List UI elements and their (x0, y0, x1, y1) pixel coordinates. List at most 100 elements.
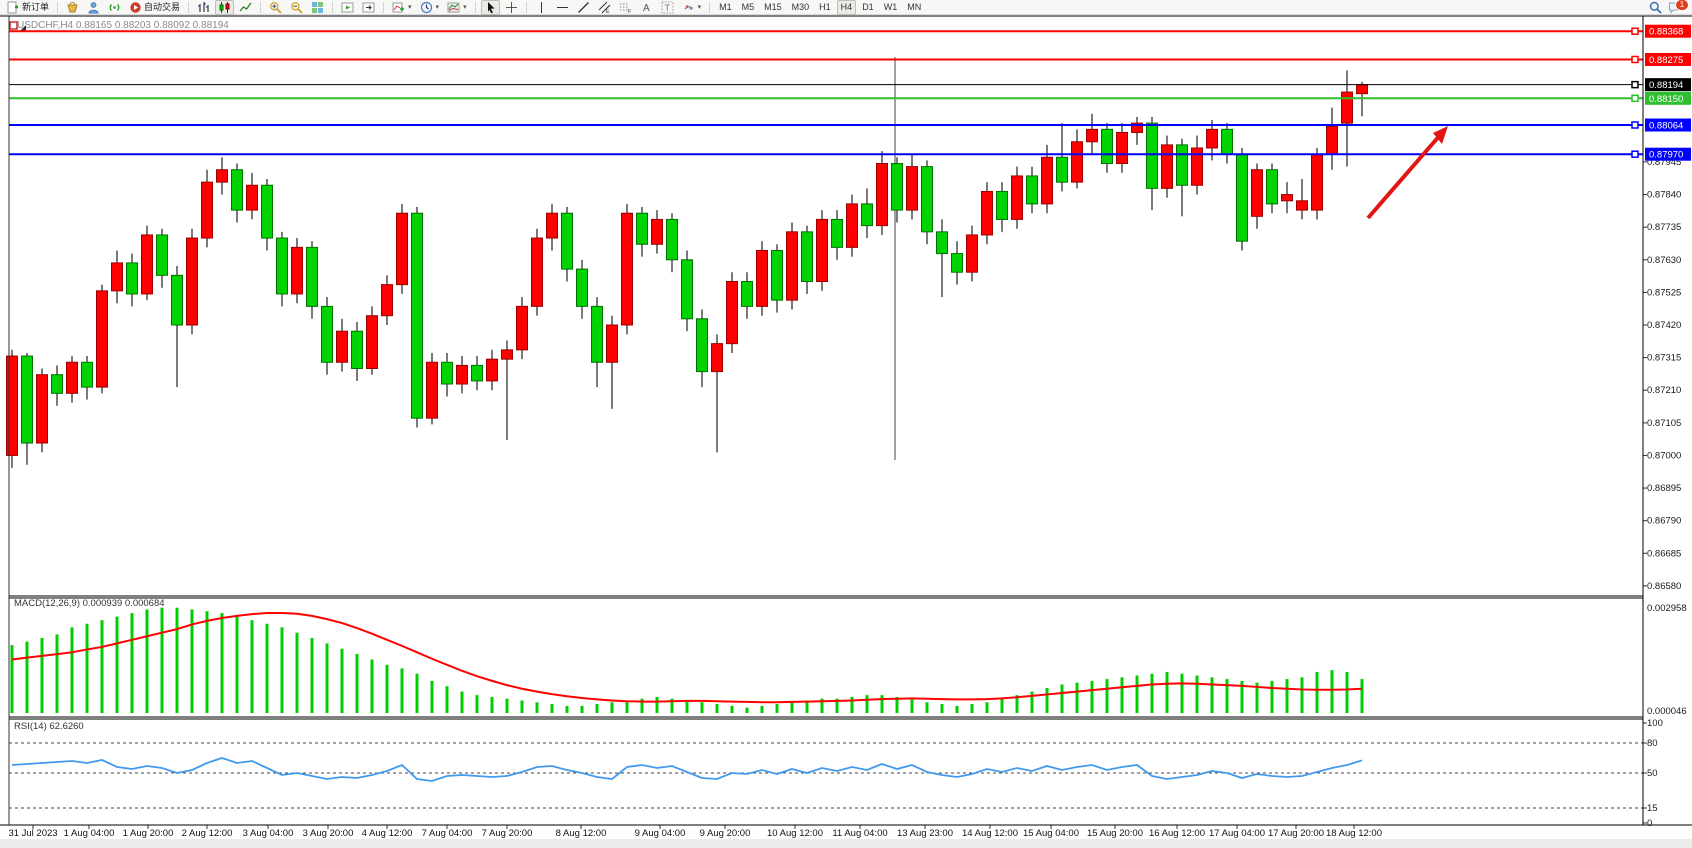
svg-text:100: 100 (1647, 718, 1663, 729)
svg-text:11 Aug 04:00: 11 Aug 04:00 (832, 828, 887, 839)
svg-text:16 Aug 12:00: 16 Aug 12:00 (1149, 828, 1205, 839)
bar-chart-mode-button[interactable] (194, 0, 213, 15)
svg-text:1 Aug 20:00: 1 Aug 20:00 (123, 828, 174, 839)
text-icon: A (643, 3, 650, 14)
signals-button[interactable] (105, 0, 124, 15)
svg-text:0.86895: 0.86895 (1647, 483, 1681, 494)
price-tag (1645, 118, 1691, 132)
equidistant-channel-tool-button[interactable]: E (595, 0, 614, 15)
price-tag (1645, 147, 1691, 161)
channel-icon: E (598, 1, 610, 14)
svg-text:0.87315: 0.87315 (1647, 353, 1681, 364)
dropdown-caret-icon: ▾ (463, 3, 467, 11)
rsi-pane: RSI(14) 62.6260 100 80 50 15 0 (9, 718, 1663, 829)
timeframe-d1-button[interactable]: D1 (862, 1, 874, 12)
svg-text:F: F (628, 9, 631, 14)
svg-text:9 Aug 20:00: 9 Aug 20:00 (700, 828, 751, 839)
text-label-tool-button[interactable]: T (658, 0, 677, 15)
timeframe-m15-button[interactable]: M15 (764, 1, 782, 12)
arrows-icon (684, 5, 693, 9)
toolbar-separator (525, 1, 527, 13)
arrows-tool-button[interactable]: ▾ (679, 0, 705, 15)
toolbar-separator (57, 1, 59, 13)
candlestick-mode-button[interactable] (215, 0, 235, 15)
auto-trading-icon (130, 1, 141, 13)
periods-button[interactable]: ▾ (417, 0, 443, 15)
price-axis: 0.87945 0.87840 0.87735 0.87630 0.87525 0.874… (1643, 24, 1691, 592)
line-chart-mode-button[interactable] (236, 0, 255, 15)
svg-text:T: T (664, 3, 670, 13)
zoom-out-button[interactable] (287, 0, 306, 15)
svg-text:13 Aug 23:00: 13 Aug 23:00 (897, 828, 953, 839)
svg-text:17 Aug 04:00: 17 Aug 04:00 (1209, 828, 1265, 839)
market-watch-button[interactable] (63, 0, 82, 15)
svg-text:15 Aug 20:00: 15 Aug 20:00 (1087, 828, 1143, 839)
text-label-icon: T (661, 1, 674, 13)
svg-text:0.87735: 0.87735 (1647, 222, 1681, 233)
auto-trading-label: 自动交易 (144, 1, 181, 12)
timeframe-m5-button[interactable]: M5 (741, 1, 755, 12)
profile-icon (88, 1, 99, 13)
indicators-button[interactable]: ▾ (389, 0, 415, 15)
timeframe-w1-button[interactable]: W1 (883, 1, 898, 12)
svg-text:0.87840: 0.87840 (1647, 190, 1681, 201)
timeframe-m1-button[interactable]: M1 (719, 1, 732, 12)
timeframe-mn-button[interactable]: MN (907, 1, 922, 12)
svg-text:0.86790: 0.86790 (1647, 516, 1681, 527)
zoom-out-icon (291, 1, 303, 14)
horizontal-line-icon (556, 6, 568, 8)
trendline-tool-button[interactable] (574, 0, 593, 15)
svg-text:0.87630: 0.87630 (1647, 255, 1681, 266)
text-tool-button[interactable]: A (637, 0, 656, 15)
chart-shift-button[interactable] (359, 0, 378, 15)
timeframe-h4-button[interactable]: H4 (836, 0, 857, 15)
svg-text:0.87000: 0.87000 (1647, 450, 1681, 461)
crosshair-tool-button[interactable] (502, 0, 521, 15)
svg-text:0.000046: 0.000046 (1647, 706, 1687, 717)
indicators-icon (392, 2, 405, 12)
profiles-button[interactable] (84, 0, 103, 15)
clock-icon (420, 1, 432, 13)
notifications-button[interactable]: 1 (1668, 0, 1689, 14)
svg-text:15: 15 (1647, 803, 1658, 814)
title-caret-icon (20, 25, 26, 31)
fibonacci-tool-button[interactable]: F (616, 0, 635, 15)
dropdown-caret-icon: ▾ (697, 3, 702, 11)
search-icon[interactable] (1649, 1, 1662, 14)
timeframe-h1-button[interactable]: H1 (819, 1, 831, 12)
cursor-icon (487, 1, 495, 13)
new-order-button[interactable]: 新订单 (4, 0, 52, 15)
dropdown-caret-icon: ▾ (435, 3, 440, 11)
svg-text:0.87945: 0.87945 (1647, 157, 1681, 168)
svg-text:2 Aug 12:00: 2 Aug 12:00 (182, 828, 233, 839)
vertical-line-icon (540, 1, 542, 13)
svg-text:0.87420: 0.87420 (1647, 320, 1681, 331)
fibonacci-icon: F (619, 3, 631, 14)
price-tag (1645, 78, 1691, 92)
svg-text:4 Aug 12:00: 4 Aug 12:00 (362, 828, 413, 839)
svg-text:3 Aug 04:00: 3 Aug 04:00 (243, 828, 294, 839)
new-order-label: 新订单 (22, 1, 50, 12)
svg-text:10 Aug 12:00: 10 Aug 12:00 (767, 828, 823, 839)
auto-trading-button[interactable]: 自动交易 (126, 0, 183, 15)
new-order-icon (7, 1, 18, 13)
tile-windows-button[interactable] (308, 0, 327, 15)
main-toolbar: 新订单 自动交易 (0, 0, 1692, 15)
timeframe-m30-button[interactable]: M30 (791, 1, 810, 12)
templates-button[interactable]: ▾ (444, 0, 470, 15)
symbol-marker-icon (9, 21, 18, 30)
price-tag (1645, 52, 1691, 66)
svg-text:7 Aug 04:00: 7 Aug 04:00 (422, 828, 473, 839)
auto-scroll-button[interactable] (338, 0, 357, 15)
horizontal-line-tool-button[interactable] (553, 0, 572, 15)
toolbar-separator (188, 1, 190, 13)
cursor-tool-button[interactable] (480, 0, 500, 15)
vertical-line-tool-button[interactable] (532, 0, 551, 15)
notification-badge: 1 (1675, 0, 1689, 11)
signal-icon (109, 3, 120, 11)
svg-text:A: A (643, 3, 650, 14)
rsi-label: RSI(14) 62.6260 (14, 721, 84, 732)
zoom-in-button[interactable] (266, 0, 285, 15)
